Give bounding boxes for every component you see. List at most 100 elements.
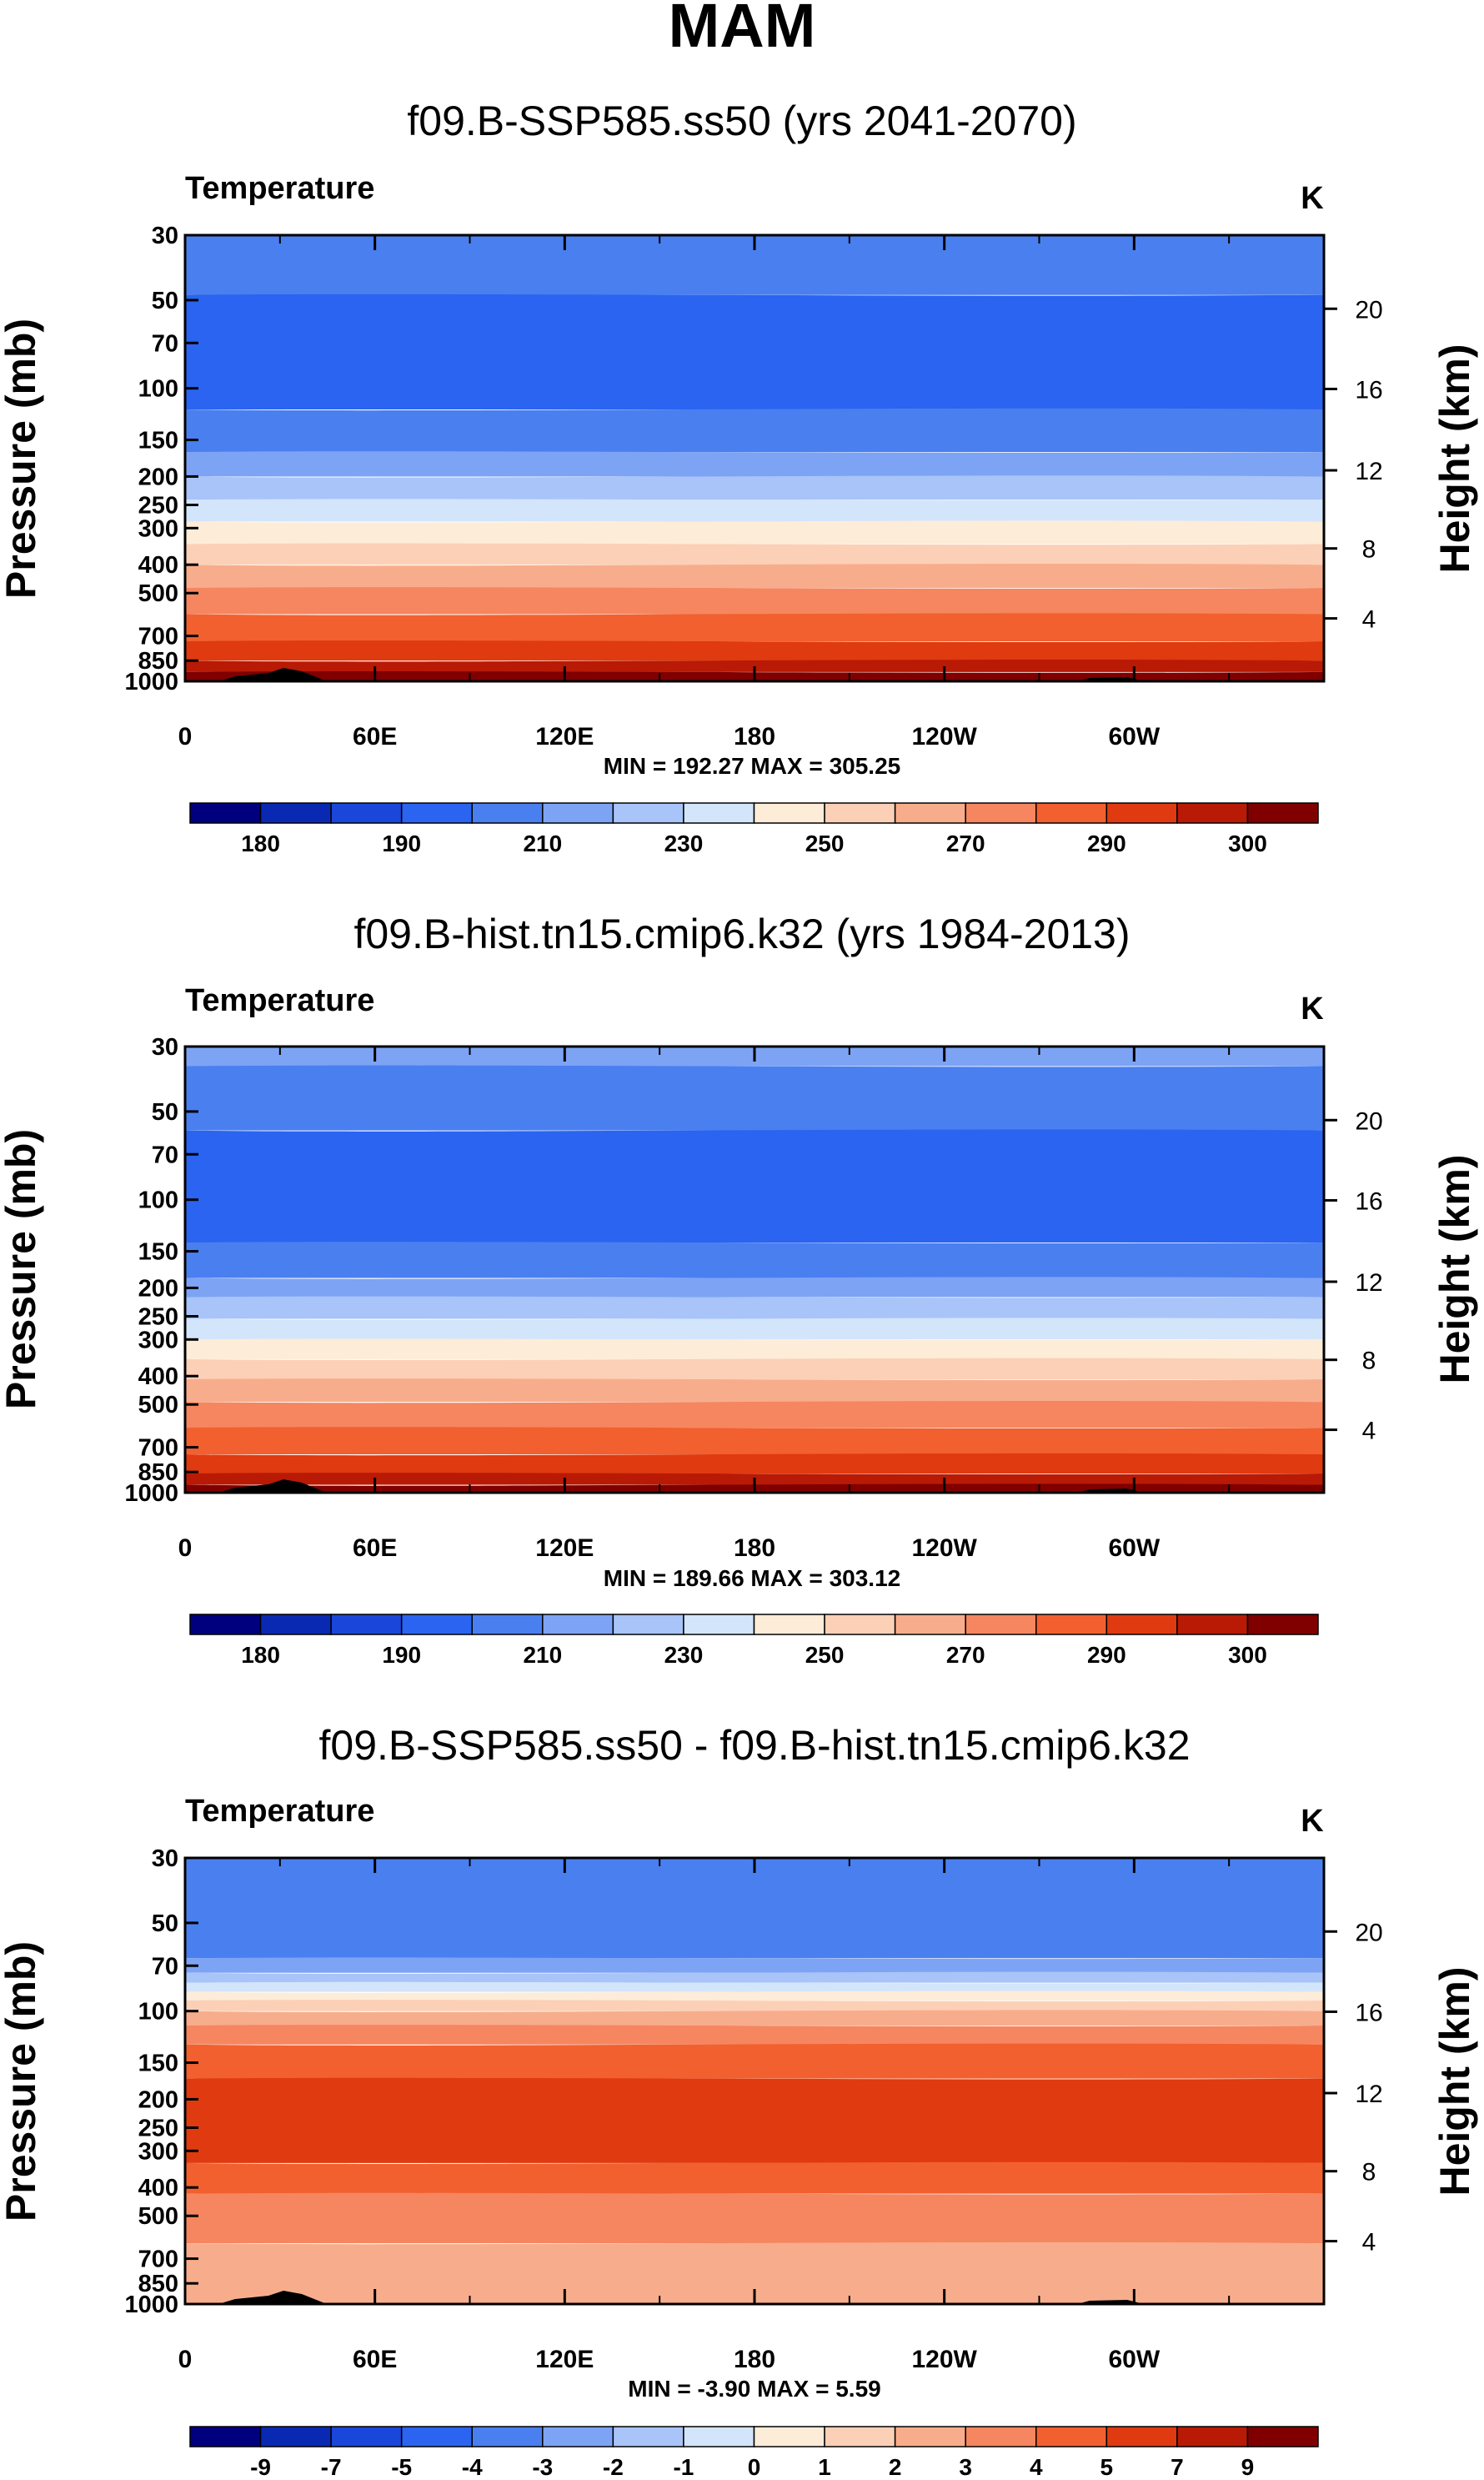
longitude-tick-label: 120E: [535, 723, 594, 751]
terrain-mask: [218, 668, 327, 681]
colorbar-label: 4: [1030, 2454, 1043, 2480]
pressure-tick-label: 50: [152, 1099, 178, 1126]
contour-plot-area: [183, 1045, 1326, 1494]
contour-band: [185, 640, 1324, 661]
contour-band: [185, 1453, 1324, 1473]
colorbar-label: 5: [1100, 2454, 1114, 2480]
pressure-tick-label: 100: [138, 1999, 178, 2026]
colorbar-label: 190: [382, 831, 421, 856]
pressure-tick-label: 500: [138, 1392, 178, 1418]
min-max-stats: MIN = 192.27 MAX = 305.25: [604, 753, 900, 779]
colorbar-swatch: [1246, 2426, 1319, 2447]
pressure-tick-label: 500: [138, 580, 178, 607]
colorbar-swatch: [400, 802, 473, 824]
pressure-tick-label: 70: [152, 1142, 178, 1168]
colorbar-swatch: [259, 2426, 332, 2447]
pressure-tick-label: 850: [138, 648, 178, 675]
colorbar-swatch: [1105, 2426, 1178, 2447]
figure-title: MAM: [669, 0, 816, 60]
pressure-tick-label: 100: [138, 376, 178, 403]
colorbar-label: -7: [321, 2454, 342, 2480]
height-tick-label: 4: [1362, 606, 1376, 634]
longitude-tick-label: 120E: [535, 1534, 594, 1562]
colorbar-label: 210: [523, 831, 562, 856]
colorbar-swatch: [1176, 2426, 1249, 2447]
terrain-mask: [218, 2291, 327, 2304]
colorbar-swatch: [1176, 802, 1249, 824]
colorbar-label: 190: [382, 1642, 421, 1668]
colorbar-swatch: [400, 2426, 473, 2447]
colorbar-swatch: [965, 802, 1037, 824]
contour-plot-area: [183, 233, 1326, 683]
colorbar-swatch: [612, 2426, 684, 2447]
y-axis-right-title: Height (km): [1431, 1967, 1478, 2196]
contour-band: [185, 499, 1324, 522]
contour-band: [185, 2043, 1324, 2079]
contour-band: [185, 1129, 1324, 1243]
longitude-axis: 0 60E 120E 180 120W 60W: [178, 1858, 1231, 2373]
contour-band: [185, 1401, 1324, 1428]
colorbar-swatch: [471, 2426, 544, 2447]
height-tick-label: 4: [1362, 2229, 1376, 2257]
pressure-tick-label: 200: [138, 1275, 178, 1302]
contour-band: [185, 233, 1324, 295]
longitude-tick-label: 0: [178, 1534, 193, 1562]
contour-band: [185, 2192, 1324, 2244]
pressure-tick-label: 300: [138, 2138, 178, 2165]
contour-band: [185, 564, 1324, 589]
colorbar-swatch: [330, 1614, 403, 1635]
colorbar-swatch: [612, 1614, 684, 1635]
pressure-tick-label: 400: [138, 552, 178, 579]
longitude-tick-label: 180: [734, 1534, 775, 1562]
longitude-tick-label: 180: [734, 2346, 775, 2373]
colorbar-swatch: [400, 1614, 473, 1635]
contour-band: [185, 660, 1324, 672]
longitude-tick-label: 0: [178, 2346, 193, 2373]
pressure-tick-label: 70: [152, 1953, 178, 1980]
colorbar-swatch: [1035, 2426, 1108, 2447]
longitude-tick-label: 0: [178, 723, 193, 751]
colorbar-label: 250: [805, 831, 845, 856]
colorbar-swatch: [824, 1614, 896, 1635]
height-axis: 20 16 12 8 4: [1324, 296, 1383, 634]
height-tick-label: 8: [1362, 536, 1376, 564]
pressure-tick-label: 250: [138, 1303, 178, 1330]
colorbar-swatch: [612, 802, 684, 824]
height-tick-label: 12: [1355, 2081, 1382, 2108]
panel-variable-label: Temperature: [185, 171, 374, 206]
colorbar-label: -2: [603, 2454, 624, 2480]
longitude-tick-label: 60W: [1108, 723, 1160, 751]
pressure-tick-label: 30: [152, 1034, 178, 1061]
colorbar-swatch: [330, 802, 403, 824]
min-max-stats: MIN = -3.90 MAX = 5.59: [628, 2376, 880, 2402]
pressure-tick-label: 200: [138, 2086, 178, 2113]
panel-units-label: K: [1301, 991, 1324, 1027]
longitude-tick-label: 120W: [911, 723, 977, 751]
pressure-tick-label: 700: [138, 1435, 178, 1462]
colorbar-swatch: [1035, 802, 1108, 824]
height-tick-label: 20: [1355, 1919, 1382, 1946]
contour-band: [185, 1242, 1324, 1278]
colorbar-swatch: [894, 2426, 966, 2447]
contour-band: [185, 2077, 1324, 2163]
colorbar: 180 190 210 230 250 270 290 300: [189, 802, 1319, 856]
y-axis-right-title: Height (km): [1431, 344, 1478, 574]
colorbar-label: 300: [1228, 1642, 1267, 1668]
pressure-tick-label: 400: [138, 2175, 178, 2201]
height-tick-label: 12: [1355, 1269, 1382, 1297]
colorbar-swatch: [471, 1614, 544, 1635]
colorbar-swatch: [753, 802, 825, 824]
pressure-tick-label: 150: [138, 2051, 178, 2077]
contour-band: [185, 2010, 1324, 2026]
height-tick-label: 8: [1362, 2159, 1376, 2186]
panel-variable-label: Temperature: [185, 1794, 374, 1829]
pressure-tick-label: 150: [138, 1239, 178, 1266]
pressure-tick-label: 30: [152, 1845, 178, 1872]
colorbar-label: 290: [1087, 831, 1126, 856]
pressure-tick-label: 50: [152, 288, 178, 314]
y-axis-title: Pressure (mb): [0, 319, 44, 599]
colorbar-swatch: [753, 2426, 825, 2447]
pressure-tick-label: 700: [138, 2247, 178, 2273]
